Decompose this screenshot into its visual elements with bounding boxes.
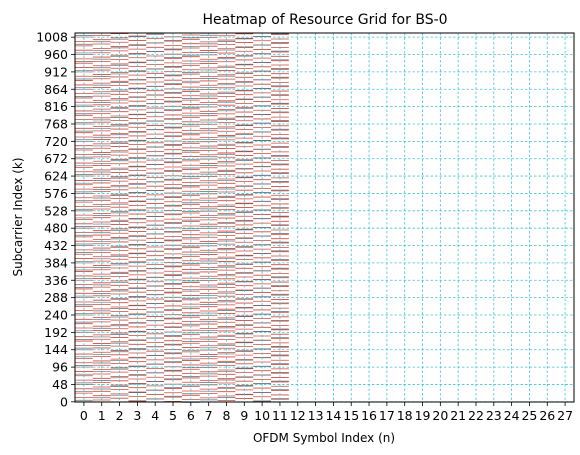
y-tick-label: 48 bbox=[52, 377, 68, 392]
x-tick-label: 4 bbox=[151, 408, 159, 423]
y-tick-label: 432 bbox=[44, 238, 68, 253]
x-tick-label: 6 bbox=[187, 408, 195, 423]
x-tick-label: 9 bbox=[240, 408, 248, 423]
y-tick-label: 720 bbox=[44, 134, 68, 149]
x-tick-label: 27 bbox=[557, 408, 573, 423]
chart-title: Heatmap of Resource Grid for BS-0 bbox=[202, 12, 447, 28]
y-tick-label: 240 bbox=[44, 307, 68, 322]
x-tick-label: 21 bbox=[450, 408, 466, 423]
x-tick-label: 17 bbox=[379, 408, 395, 423]
x-tick-label: 1 bbox=[98, 408, 106, 423]
y-tick-label: 1008 bbox=[36, 30, 68, 45]
x-tick-label: 19 bbox=[415, 408, 431, 423]
x-tick-label: 7 bbox=[205, 408, 213, 423]
x-tick-label: 14 bbox=[325, 408, 341, 423]
x-tick-label: 24 bbox=[504, 408, 520, 423]
y-tick-label: 768 bbox=[44, 116, 68, 131]
y-tick-label: 288 bbox=[44, 290, 68, 305]
y-axis-label: Subcarrier Index (k) bbox=[11, 157, 25, 276]
y-tick-label: 672 bbox=[44, 151, 68, 166]
x-tick-label: 0 bbox=[80, 408, 88, 423]
y-tick-label: 528 bbox=[44, 203, 68, 218]
x-tick-label: 23 bbox=[486, 408, 502, 423]
plot-frame bbox=[74, 32, 575, 403]
y-tick-label: 96 bbox=[52, 360, 68, 375]
x-tick-label: 22 bbox=[468, 408, 484, 423]
x-tick-label: 12 bbox=[290, 408, 306, 423]
x-tick-label: 2 bbox=[116, 408, 124, 423]
x-tick-label: 16 bbox=[361, 408, 377, 423]
x-tick-label: 5 bbox=[169, 408, 177, 423]
x-tick-label: 15 bbox=[343, 408, 359, 423]
y-tick-label: 384 bbox=[44, 255, 68, 270]
x-tick-label: 3 bbox=[133, 408, 141, 423]
y-tick-label: 576 bbox=[44, 186, 68, 201]
y-tick-label: 0 bbox=[60, 394, 68, 409]
x-tick-label: 20 bbox=[432, 408, 448, 423]
y-tick-label: 144 bbox=[44, 342, 68, 357]
x-tick-label: 13 bbox=[308, 408, 324, 423]
x-tick-label: 10 bbox=[254, 408, 270, 423]
x-tick-label: 11 bbox=[272, 408, 288, 423]
x-axis-label: OFDM Symbol Index (n) bbox=[253, 431, 395, 445]
y-tick-label: 192 bbox=[44, 325, 68, 340]
y-tick-label: 912 bbox=[44, 64, 68, 79]
y-tick-label: 480 bbox=[44, 221, 68, 236]
x-tick-label: 8 bbox=[223, 408, 231, 423]
y-tick-label: 960 bbox=[44, 47, 68, 62]
x-tick-label: 18 bbox=[397, 408, 413, 423]
x-tick-label: 25 bbox=[521, 408, 537, 423]
y-tick-label: 624 bbox=[44, 169, 68, 184]
x-tick-label: 26 bbox=[539, 408, 555, 423]
y-tick-label: 816 bbox=[44, 99, 68, 114]
plot-background bbox=[75, 33, 574, 402]
y-tick-label: 864 bbox=[44, 82, 68, 97]
y-tick-label: 336 bbox=[44, 273, 68, 288]
